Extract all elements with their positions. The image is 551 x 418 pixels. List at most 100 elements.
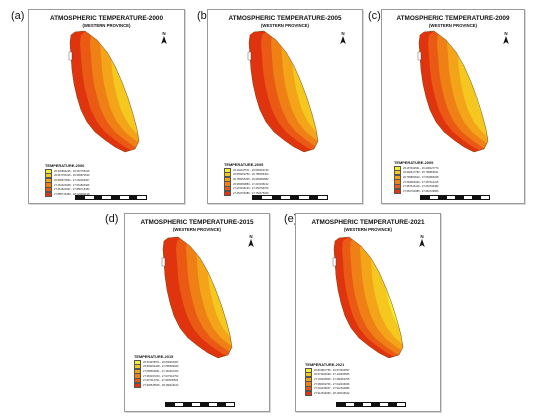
coastal-patch [68,51,73,61]
legend-label: 27.380362706 - 27.642436936 [314,382,350,386]
legend-swatch [45,191,52,197]
legend-swatch [224,190,231,196]
temperature-zone [249,31,318,152]
legend-row: 27.885716483 - 28.223200138 [45,191,90,197]
legend-label: 26.809204308 - 27.085669940 [143,365,179,369]
legend-label: 27.642436937 - 27.912544989 [314,387,350,391]
temperature-zone [163,237,232,358]
north-label: N [162,31,166,36]
north-arrow-icon: N [339,31,347,45]
legend-label: 27.681790485 - 27.981729866 [403,189,439,193]
legend-title: TEMPERATURE-2000 [45,163,85,168]
temperature-zone [70,31,139,152]
legend-label: 27.085669941 - 27.363037203 [143,369,179,373]
legend-label: 27.906545525 - 28.180422104 [143,383,179,387]
legend-label: 27.262029468 - 27.561820406 [54,183,90,187]
coastal-patch [161,257,166,267]
north-arrow-icon: N [418,234,426,248]
map-panel-2021: ATMOSPHERIC TEMPERATURE-2021 (WESTERN PR… [295,213,441,412]
province-boundary [162,236,233,359]
north-label: N [341,31,345,36]
legend-label: 26.965870530 - 27.262029467 [54,178,90,182]
legend-row: 27.681790485 - 27.981729866 [394,188,439,194]
coastal-patch [332,257,337,267]
legend-swatch [134,382,141,388]
map-subtitle: (WESTERN PROVINCE) [261,23,309,28]
temperature-zone [419,31,488,152]
map-title: ATMOSPHERIC TEMPERATURE-2009 [396,15,510,22]
legend-label: 27.363037204 - 27.637114790 [143,374,179,378]
legend-label: 27.084966329 - 27.387614415 [403,180,439,184]
temperature-map [332,236,404,359]
legend-label: 26.843867755 - 26.973494597 [314,368,350,372]
scale-bar [420,195,490,200]
map-subtitle: (WESTERN PROVINCE) [82,23,131,28]
legend-label: 27.102490506 - 27.380362705 [314,377,350,381]
north-label: N [420,234,424,239]
legend-label: 27.912544990 - 28.183136642 [314,391,350,395]
province-boundary [69,30,140,153]
legend-label: 26.667765416 - 26.965870529 [54,174,90,178]
legend-label: 27.637114791 - 27.906545524 [143,379,179,383]
legend-label: 27.215335133 - 27.452766379 [233,187,269,191]
legend-row: 27.912544990 - 28.183136642 [305,390,350,396]
legend-label: 27.561820407 - 27.885716482 [54,188,90,192]
legend-title: TEMPERATURE-2021 [305,362,345,367]
temperature-zone [334,237,403,358]
legend-label: 26.490427780 - 26.789863521 [403,171,439,175]
legend-title: TEMPERATURE-2015 [134,354,174,359]
map-title: ATMOSPHERIC TEMPERATURE-2000 [49,15,164,22]
map-subtitle: (WESTERN PROVINCE) [173,227,221,232]
legend-label: 26.240247571 - 26.555362749 [233,168,269,172]
legend-label: 26.965950883 - 27.215335132 [233,182,269,186]
legend-label: 26.322894245 - 26.667765415 [54,169,90,173]
north-arrow-icon: N [247,234,255,248]
province-boundary [248,30,319,153]
legend-row: 27.452766380 - 27.752475209 [224,190,269,196]
temperature-zone [70,31,135,152]
temperature-map [68,30,140,153]
temperature-zone [249,31,316,152]
panel-label: (c) [368,10,381,22]
map-panel-2000: ATMOSPHERIC TEMPERATURE-2000 (WESTERN PR… [28,9,185,204]
legend-label: 26.555362750 - 26.785255404 [233,173,269,177]
panel-label: (a) [11,10,25,22]
legend: TEMPERATURE-2005 26.240247571 - 26.55536… [224,162,268,196]
legend-title: TEMPERATURE-2005 [224,162,264,167]
map-panel-2009: ATMOSPHERIC TEMPERATURE-2009 (WESTERN PR… [381,9,525,204]
map-panel-2005: ATMOSPHERIC TEMPERATURE-2005 (WESTERN PR… [207,9,363,204]
legend-label: 26.785255405 - 26.965950882 [233,177,269,181]
legend-row: 27.906545525 - 28.180422104 [134,382,179,388]
legend: TEMPERATURE-2021 26.843867755 - 26.97349… [305,362,349,396]
legend-label: 27.885716483 - 28.223200138 [54,192,90,196]
legend: TEMPERATURE-2009 26.187942531 - 26.49042… [394,160,438,194]
province-boundary [333,236,404,359]
scale-bar [165,402,235,407]
north-arrow-icon: N [160,31,168,45]
scale-bar [336,402,406,407]
map-title: ATMOSPHERIC TEMPERATURE-2021 [311,219,425,226]
map-title: ATMOSPHERIC TEMPERATURE-2015 [140,219,254,226]
temperature-map [417,30,489,153]
legend: TEMPERATURE-2015 26.543456571 - 26.80920… [134,354,178,388]
province-boundary [418,30,489,153]
scale-bar [75,195,147,200]
temperature-map [161,236,233,359]
legend-label: 27.387614416 - 27.681790484 [403,185,439,189]
map-title: ATMOSPHERIC TEMPERATURE-2005 [228,15,342,22]
map-subtitle: (WESTERN PROVINCE) [429,23,477,28]
north-arrow-icon: N [502,31,510,45]
legend-label: 27.452766380 - 27.752475209 [233,191,269,195]
temperature-map [247,30,319,153]
temperature-zone [163,237,231,358]
temperature-zone [334,237,403,358]
temperature-zone [419,31,488,152]
coastal-patch [247,51,252,61]
panel-label: (e) [284,213,298,225]
panel-label: (d) [105,213,119,225]
coastal-patch [417,51,422,61]
legend-label: 26.789863522 - 27.084966328 [403,175,439,179]
north-label: N [249,234,253,239]
map-subtitle: (WESTERN PROVINCE) [344,227,392,232]
legend-label: 26.973494598 - 27.102490505 [314,373,350,377]
